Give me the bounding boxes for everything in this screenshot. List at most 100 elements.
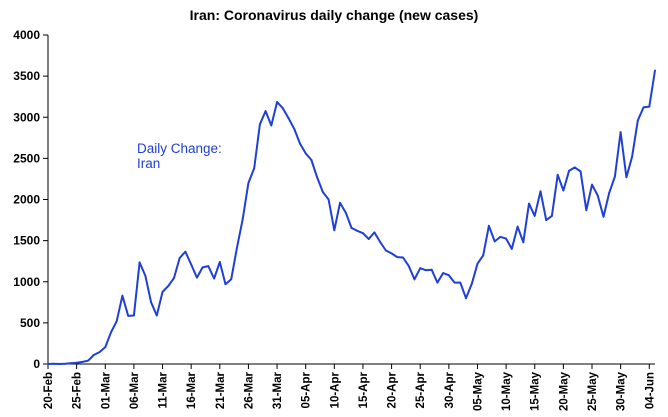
- data-point: [631, 155, 633, 158]
- x-tick-label: 10-Apr: [329, 371, 341, 408]
- data-point: [47, 363, 49, 365]
- data-point: [453, 281, 456, 284]
- data-point: [436, 281, 439, 284]
- data-point: [419, 267, 422, 270]
- data-point: [505, 237, 507, 240]
- data-point: [591, 183, 593, 186]
- plot-area: [47, 69, 656, 365]
- data-point: [539, 190, 542, 193]
- data-point: [184, 250, 187, 253]
- data-point: [482, 254, 485, 257]
- data-point: [425, 269, 427, 272]
- data-point: [470, 282, 473, 285]
- x-tick-label: 05-May: [472, 371, 484, 411]
- data-point: [64, 362, 67, 365]
- data-point: [356, 229, 359, 232]
- data-point: [253, 167, 256, 170]
- y-tick-label: 500: [20, 316, 40, 330]
- data-point: [270, 124, 273, 127]
- data-point: [70, 362, 72, 365]
- x-tick-label: 25-Feb: [72, 372, 84, 409]
- x-tick-label: 30-May: [616, 371, 628, 411]
- x-tick-label: 11-Mar: [158, 371, 170, 408]
- data-point: [110, 331, 112, 334]
- data-point: [407, 265, 410, 267]
- data-point: [92, 354, 95, 356]
- data-point: [316, 176, 318, 179]
- annotation-line: Iran: [137, 156, 160, 171]
- data-point: [155, 314, 158, 317]
- data-point: [614, 175, 616, 178]
- data-point: [247, 182, 250, 184]
- data-point: [207, 265, 210, 267]
- data-point: [619, 131, 622, 134]
- data-point: [625, 176, 628, 179]
- data-point: [138, 261, 141, 264]
- data-point: [287, 117, 290, 119]
- data-point: [259, 123, 261, 126]
- data-point: [562, 189, 565, 192]
- data-point: [488, 224, 490, 227]
- x-tick-label: 15-Apr: [358, 371, 370, 408]
- x-axis: 20-Feb 25-Feb 01-Mar 06-Mar 11-Mar 16-Mar 21-M…: [43, 363, 656, 411]
- data-point: [533, 215, 536, 217]
- x-tick-label: 05-Apr: [301, 371, 313, 408]
- x-tick-label: 21-Mar: [215, 371, 227, 409]
- data-point: [545, 219, 548, 222]
- data-point: [201, 266, 204, 269]
- data-point: [333, 229, 336, 232]
- y-tick-label: 1000: [13, 275, 40, 289]
- y-tick-label: 3000: [13, 110, 40, 124]
- data-point: [52, 362, 55, 365]
- data-point: [310, 159, 313, 161]
- data-point: [150, 301, 153, 304]
- data-point: [402, 256, 404, 259]
- x-tick-label: 16-Mar: [186, 371, 198, 409]
- x-tick-label: 30-Apr: [444, 371, 456, 408]
- data-point: [264, 110, 267, 112]
- data-point: [465, 297, 467, 300]
- data-point: [58, 363, 61, 365]
- data-point: [573, 166, 576, 169]
- data-point: [178, 257, 181, 259]
- data-point: [98, 351, 101, 353]
- data-point: [339, 201, 341, 204]
- x-tick-label: 04-Jun: [644, 372, 656, 409]
- data-point: [322, 191, 324, 194]
- data-point: [350, 227, 353, 229]
- data-point: [281, 107, 284, 110]
- data-point: [87, 359, 89, 362]
- annotation-line: Daily Change:: [137, 141, 222, 156]
- data-point: [230, 278, 233, 281]
- data-point: [276, 101, 278, 103]
- data-point: [236, 246, 238, 249]
- data-point: [161, 291, 164, 293]
- x-tick-label: 20-Feb: [43, 372, 55, 409]
- data-point: [493, 240, 496, 243]
- x-tick-label: 20-Apr: [387, 371, 399, 408]
- data-point: [516, 225, 519, 228]
- x-tick-label: 25-Apr: [415, 371, 427, 408]
- x-tick-label: 06-Mar: [129, 371, 141, 409]
- data-point: [585, 209, 588, 212]
- data-point: [636, 119, 639, 122]
- y-tick-label: 4000: [13, 28, 40, 42]
- data-point: [167, 285, 170, 287]
- chart-title: Iran: Coronavirus daily change (new case…: [190, 7, 479, 23]
- x-tick-label: 10-May: [501, 371, 513, 411]
- data-point: [344, 211, 347, 214]
- data-point: [499, 236, 502, 238]
- y-tick-label: 3500: [13, 69, 40, 83]
- data-point: [522, 241, 525, 244]
- data-point: [654, 69, 656, 72]
- data-point: [390, 252, 393, 255]
- y-tick-label: 2500: [13, 151, 40, 165]
- data-point: [173, 277, 175, 279]
- data-point: [602, 215, 605, 218]
- data-point: [385, 249, 387, 252]
- data-point: [299, 142, 301, 145]
- data-point: [81, 361, 84, 363]
- y-tick-label: 0: [33, 357, 40, 371]
- data-point: [224, 283, 227, 286]
- y-tick-label: 1500: [13, 234, 40, 248]
